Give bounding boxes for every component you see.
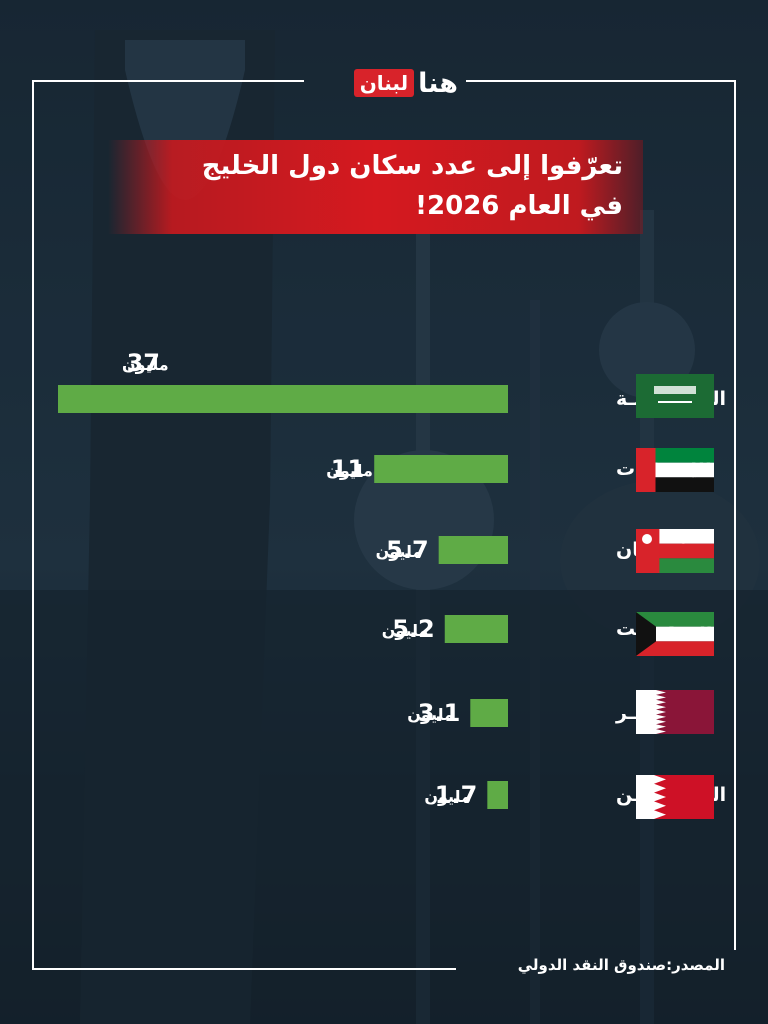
flag-trapezoid-black: [636, 612, 656, 656]
page-title: تعرّفوا إلى عدد سكان دول الخليج في العام…: [108, 146, 623, 226]
data-label: 5.7: [386, 536, 429, 564]
uae-flag-icon: [636, 448, 714, 492]
bar: [438, 536, 508, 564]
frame-top-right-line: [466, 80, 736, 82]
frame-left-line: [32, 80, 34, 970]
title-line-2: في العام 2026!: [415, 191, 623, 221]
oman-flag-icon: [636, 529, 714, 573]
flag-emblem: [642, 534, 652, 544]
data-label: 3.1: [418, 699, 461, 727]
saudi-flag-icon: [636, 374, 714, 418]
flag-stripe-green: [636, 612, 714, 627]
brand-logo: هنا لبنان: [312, 64, 458, 102]
bar: [470, 699, 508, 727]
bar: [58, 385, 508, 413]
kuwait-flag-icon: [636, 612, 714, 656]
title-banner: [108, 140, 643, 234]
bar: [487, 781, 508, 809]
unit-label: مليون: [122, 355, 169, 374]
bar: [374, 455, 508, 483]
flag-field: [636, 374, 714, 418]
frame-right-line: [734, 80, 736, 950]
flag-serrated-white: [636, 775, 666, 819]
flag-hoist-red: [636, 529, 660, 573]
unit-label: مليون: [326, 461, 373, 480]
flag-serrated-white: [636, 690, 666, 734]
data-label: 37: [127, 349, 160, 377]
unit-label: مليون: [382, 621, 429, 640]
frame-top-left-line: [32, 80, 304, 82]
logo-lubnan-text: لبنان: [353, 69, 415, 97]
data-label: 11: [331, 455, 364, 483]
unit-label: مليون: [424, 787, 471, 806]
source-note: المصدر:صندوق النقد الدولي: [517, 956, 725, 974]
frame-bottom-line: [32, 968, 456, 970]
bahrain-flag-icon: [636, 775, 714, 819]
flag-stripe-red: [636, 641, 714, 656]
logo-hona-text: هنا: [418, 67, 458, 99]
bar: [444, 615, 508, 643]
qatar-flag-icon: [636, 690, 714, 734]
flag-sword: [658, 401, 692, 403]
flag-hoist-red: [636, 448, 656, 492]
unit-label: مليون: [407, 705, 454, 724]
unit-label: مليون: [376, 542, 423, 561]
flag-inscription: [654, 386, 696, 394]
data-label: 1.7: [435, 781, 478, 809]
title-line-1: تعرّفوا إلى عدد سكان دول الخليج: [201, 151, 623, 181]
data-label: 5.2: [392, 615, 435, 643]
